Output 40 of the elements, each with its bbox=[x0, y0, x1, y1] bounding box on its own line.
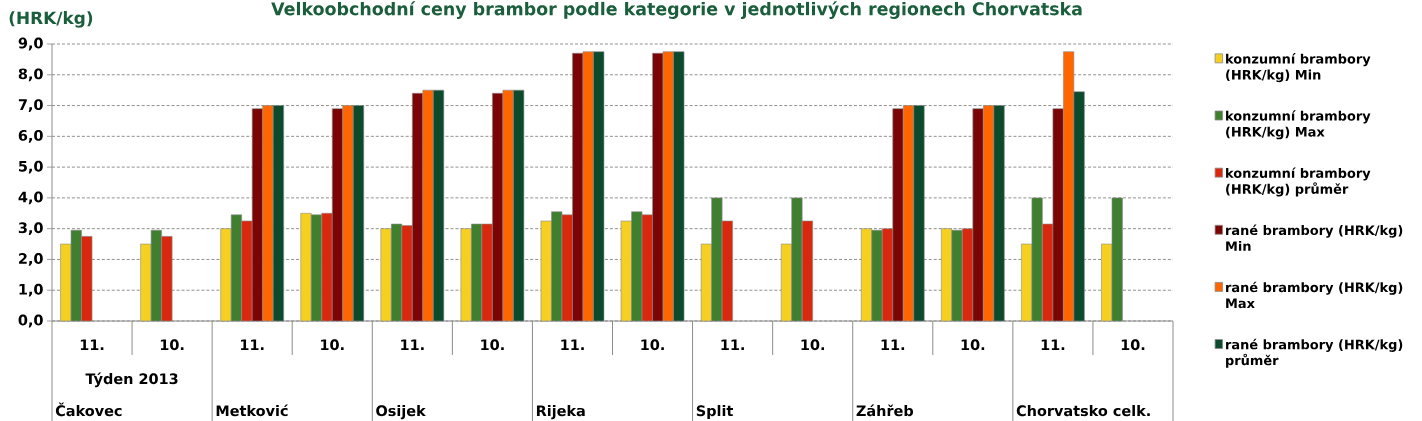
text: Rijeka bbox=[536, 405, 585, 420]
y-tick-label: 9,0 bbox=[18, 37, 43, 51]
y-tick-label: 1,0 bbox=[19, 283, 43, 297]
y-axis-title: (HRK/kg) bbox=[9, 11, 93, 28]
x-tick-label: 10. bbox=[321, 339, 344, 351]
legend-label: konzumní brambory (HRK/kg) Min bbox=[1226, 53, 1371, 83]
y-tick-label: 6,0 bbox=[18, 129, 43, 143]
x-tick-label: 11. bbox=[721, 339, 744, 350]
y-tick-label: 8,0 bbox=[18, 68, 43, 82]
legend-label: konzumní brambory (HRK/kg) Max bbox=[1226, 110, 1371, 140]
x-tick-label: 10. bbox=[961, 339, 985, 351]
x-tick-label: 11. bbox=[561, 339, 584, 350]
chart-title: Velkoobchodní ceny brambor podle kategorie v jednotlivých regionech Chorvatska bbox=[271, 1, 1082, 19]
y-tick-label: 4,0 bbox=[18, 191, 43, 205]
text: Čakovec bbox=[55, 402, 122, 417]
y-tick-label: 0,0 bbox=[18, 314, 43, 328]
x-tick-label: 10. bbox=[160, 339, 184, 351]
x-tick-label: 10. bbox=[1121, 339, 1145, 351]
legend-label: rané brambory (HRK/kg) Min bbox=[1226, 224, 1403, 251]
legend-label: rané brambory (HRK/kg) Max bbox=[1226, 281, 1403, 309]
y-tick-label: 3,0 bbox=[18, 222, 43, 236]
x-axis-title: Týden 2013 bbox=[85, 372, 178, 388]
y-tick-label: 2,0 bbox=[19, 253, 43, 266]
x-tick-label: 11. bbox=[1041, 339, 1065, 350]
text: Osijek bbox=[376, 405, 426, 420]
x-tick-label: 10. bbox=[801, 339, 825, 351]
x-tick-label: 11. bbox=[881, 339, 905, 350]
y-tick-label: 5,0 bbox=[19, 160, 43, 174]
x-tick-label: 10. bbox=[481, 339, 504, 351]
legend-label: rané brambory (HRK/kg) průměr bbox=[1226, 338, 1403, 368]
x-tick-label: 11. bbox=[401, 339, 424, 350]
y-tick-label: 7,0 bbox=[18, 99, 43, 112]
x-tick-label: 10. bbox=[641, 339, 664, 351]
text: Záhřeb bbox=[856, 404, 914, 417]
text: Chorvatsko celk. bbox=[1016, 405, 1150, 417]
text: Metković bbox=[216, 404, 288, 417]
text: Split bbox=[696, 405, 734, 419]
x-tick-label: 11. bbox=[80, 339, 104, 350]
legend-label: konzumní brambory (HRK/kg) průměr bbox=[1226, 167, 1371, 197]
x-tick-label: 11. bbox=[241, 339, 264, 350]
